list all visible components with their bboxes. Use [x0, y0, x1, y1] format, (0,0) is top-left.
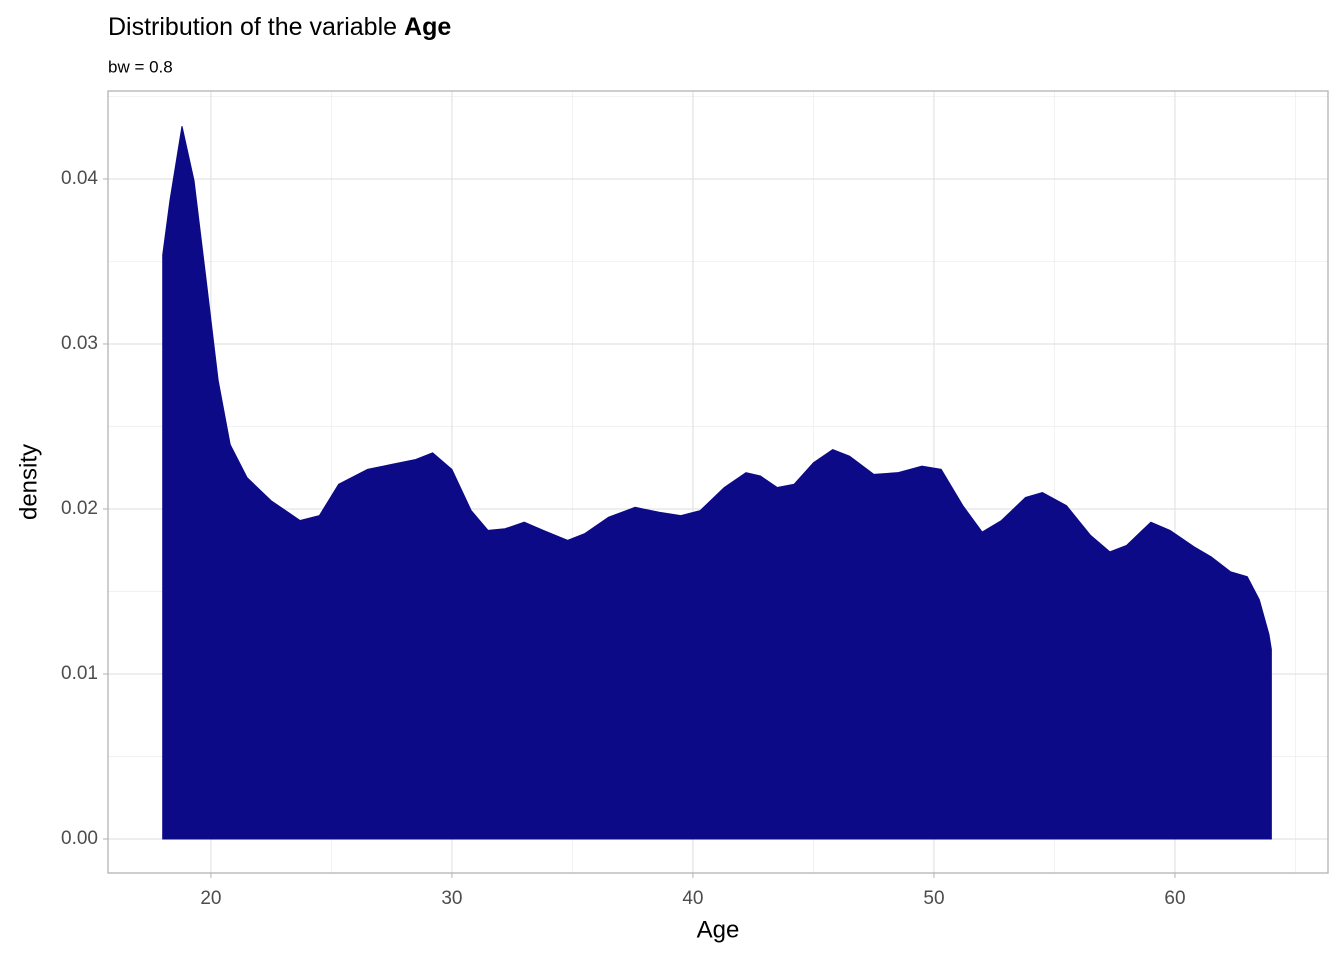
x-tick-label: 50	[923, 888, 944, 909]
y-axis-title: density	[15, 444, 42, 520]
x-tick-label: 40	[682, 888, 703, 909]
chart-title-group: Distribution of the variable Age	[108, 13, 451, 41]
x-tick-label: 20	[200, 888, 221, 909]
y-tick-label: 0.02	[61, 498, 98, 519]
y-tick-label: 0.04	[61, 168, 98, 189]
x-tick-label: 30	[441, 888, 462, 909]
x-axis-title: Age	[697, 916, 740, 943]
y-tick-label: 0.03	[61, 333, 98, 354]
x-tick-label: 60	[1164, 888, 1185, 909]
panel-border	[107, 90, 1329, 874]
density-area	[162, 126, 1272, 840]
chart-title-emphasis: Age	[404, 13, 451, 41]
chart-title: Distribution of the variable	[108, 13, 397, 41]
chart-subtitle: bw = 0.8	[108, 57, 173, 76]
y-tick-label: 0.01	[61, 663, 98, 684]
y-tick-label: 0.00	[61, 828, 98, 849]
